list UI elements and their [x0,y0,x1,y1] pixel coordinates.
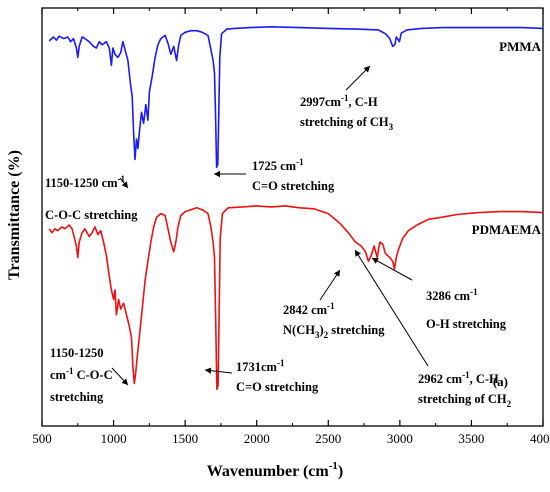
series-label-pmma: PMMA [499,39,541,54]
x-tick-label: 500 [32,431,52,446]
series-label-pdmaema: PDMAEMA [472,222,542,237]
annotation-arrow [319,269,341,301]
annotation-arrowhead [121,378,128,385]
x-tick-label: 1500 [172,431,198,446]
y-axis-title: Transmittance (%) [6,150,23,280]
annotation-arrowhead [121,181,128,188]
x-tick-label: 1000 [101,431,127,446]
annotation-text: 2962 cm-1, C-H [418,370,499,386]
annotation: 1725 cm-1 C=O stretching [214,157,335,193]
series-labels: PMMA PDMAEMA [472,39,542,237]
annotation-text: 3286 cm-1 [426,287,478,303]
annotation: 2962 cm-1, C-H stretching of CH2 [354,249,512,409]
series-layer [48,26,544,391]
series-line-pmma [48,26,544,169]
x-tick-label: 2500 [315,431,341,446]
annotation-arrowhead [355,250,361,257]
annotation-arrowhead [334,270,340,277]
annotation: 1150-1250 cm-1 C-O-C stretching [50,346,129,404]
annotation-text: 1150-1250 [50,346,103,360]
annotation-text: 2997cm-1, C-H [300,93,378,109]
x-axis-title-end: ) [338,463,343,480]
annotation-text: O-H stretching [426,317,507,331]
annotation: 2842 cm-1 N(CH3)2 stretching [283,269,385,340]
annotation: 2997cm-1, C-H stretching of CH3 [300,65,394,132]
annotation-text: stretching of CH2 [418,392,512,409]
x-axis-ticks: 500 1000 1500 2000 2500 3000 3500 4000 [32,8,550,446]
x-axis-title-main: Wavenumber (cm [207,463,330,480]
annotation-text: C-O-C stretching [45,208,138,222]
panel-label: (a) [493,374,508,389]
x-axis-title: Wavenumber (cm-1) [207,460,343,480]
x-tick-label: 3500 [458,431,484,446]
annotation: 1150-1250 cm-1 C-O-C stretching [45,174,138,222]
annotation-text: stretching [50,390,104,404]
annotation-arrowhead [372,258,379,264]
annotation-text: 1150-1250 cm-1 [45,174,126,190]
x-tick-label: 2000 [244,431,270,446]
annotation-text: 1725 cm-1 [252,157,304,173]
annotation-arrowhead [214,170,220,178]
annotations: 2997cm-1, C-H stretching of CH3 1725 cm-1 C… [45,65,512,409]
annotation: 3286 cm-1 O-H stretching [371,257,507,331]
x-tick-label: 3000 [387,431,413,446]
annotation-text: C=O stretching [236,380,319,394]
annotation-arrow [354,249,429,367]
annotation-text: N(CH3)2 stretching [283,323,385,340]
annotation-text: cm-1 C-O-C [50,366,113,382]
x-axis-title-sup: -1 [329,460,338,472]
annotation-arrowhead [205,367,212,374]
annotation-text: 2842 cm-1 [283,301,335,317]
annotation: 1731cm-1 C=O stretching [204,358,319,394]
x-tick-label: 4000 [530,431,550,446]
annotation-text: stretching of CH3 [300,115,394,132]
annotation-arrow [371,257,413,281]
annotation-text: 1731cm-1 [236,358,285,374]
annotation-text: C=O stretching [252,179,335,193]
annotation-arrowhead [363,66,370,73]
series-line-pdmaema [48,205,544,391]
